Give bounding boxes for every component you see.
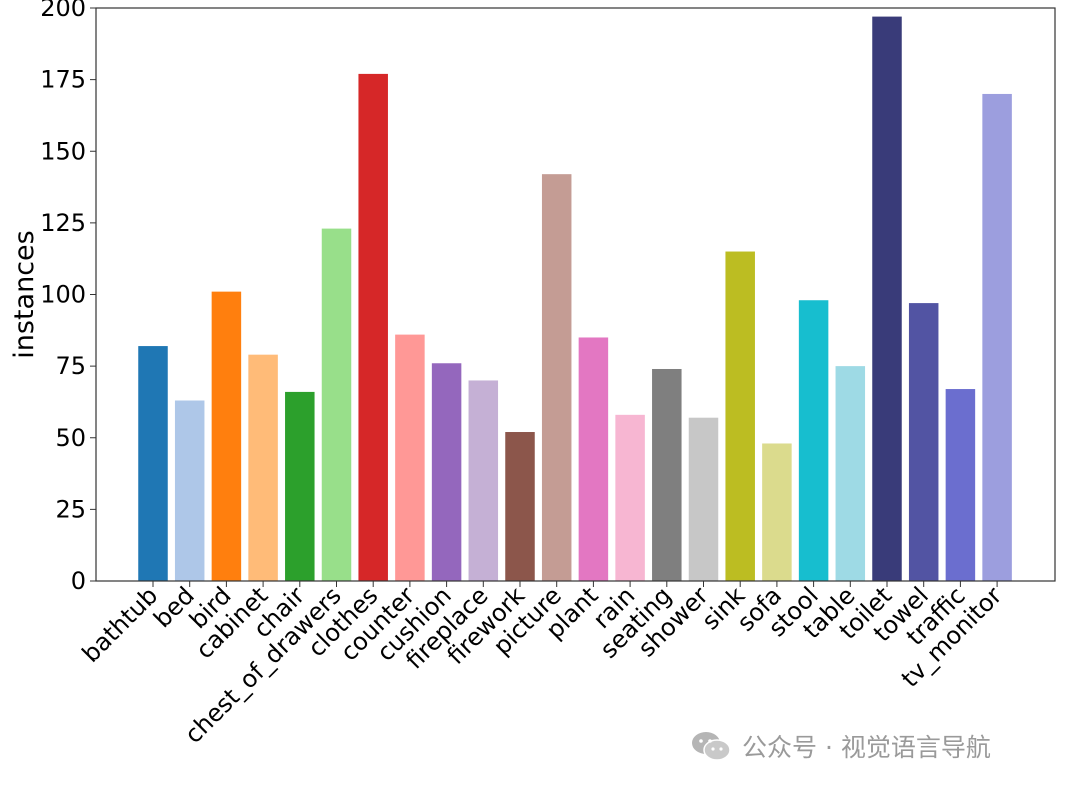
y-axis-label: instances [9, 230, 40, 358]
y-tick-label: 125 [40, 209, 86, 237]
bar-toilet [872, 16, 902, 582]
plot-frame [95, 7, 1056, 582]
bar-stool [798, 300, 829, 581]
bar-towel [908, 303, 939, 581]
bar-picture [541, 174, 572, 582]
y-tick-label: 150 [40, 137, 86, 165]
bar-fireplace [468, 380, 499, 581]
bar-shower [688, 417, 719, 581]
y-tick-label: 50 [55, 424, 86, 452]
bar-cabinet [248, 354, 278, 581]
y-tick-label: 175 [40, 66, 86, 94]
watermark-text: 公众号 · 视觉语言导航 [742, 733, 991, 762]
bar-rain [615, 414, 645, 581]
bar-seating [652, 368, 682, 581]
y-tick-label: 100 [40, 281, 86, 309]
wechat-icon [692, 732, 731, 761]
y-tick-label: 25 [55, 495, 86, 523]
x-tick-label: bathtub [77, 581, 164, 668]
bar-clothes [358, 73, 388, 582]
bars-group [138, 16, 1012, 582]
bar-chest_of_drawers [321, 228, 352, 582]
watermark: 公众号 · 视觉语言导航 [690, 728, 991, 764]
bar-bird [211, 291, 242, 581]
y-axis: 0 25 50 75 100 125 150 175 200 [40, 0, 96, 595]
x-axis: bathtubbedbirdcabinetchairchest_of_drawe… [77, 581, 1007, 749]
bar-chair [285, 391, 315, 581]
y-tick-label: 200 [40, 0, 86, 22]
y-tick-label: 75 [55, 352, 86, 380]
bar-plant [578, 337, 609, 581]
bar-table [835, 366, 866, 581]
bar-sink [725, 251, 755, 581]
bar-traffic [945, 389, 976, 581]
bar-tv_monitor [982, 93, 1012, 581]
bar-bed [174, 400, 205, 581]
bar-firework [505, 432, 535, 581]
bar-cushion [431, 363, 462, 581]
bar-bathtub [138, 346, 168, 581]
bar-sofa [762, 443, 792, 581]
bar-counter [395, 334, 425, 581]
y-tick-label: 0 [71, 567, 86, 595]
